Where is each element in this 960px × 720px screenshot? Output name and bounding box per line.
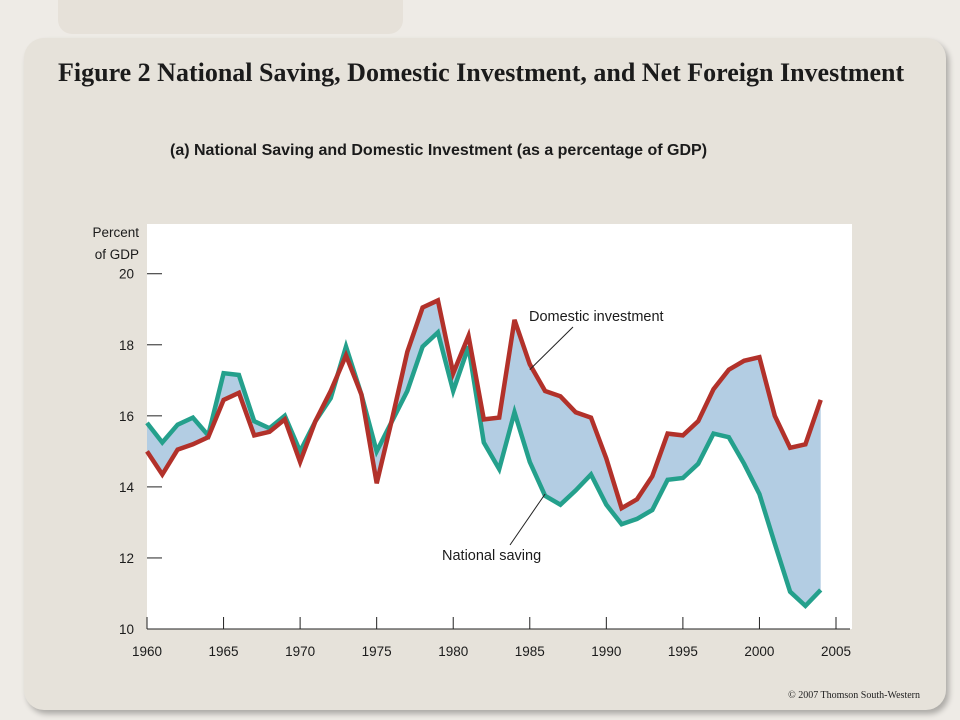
chart-subtitle: (a) National Saving and Domestic Investm… bbox=[170, 142, 708, 159]
y-tick-label: 16 bbox=[119, 409, 134, 424]
x-tick-label: 1970 bbox=[285, 644, 315, 659]
national-saving-leader-line bbox=[509, 493, 546, 546]
x-tick-label: 2000 bbox=[744, 644, 774, 659]
y-tick-label: 10 bbox=[119, 622, 134, 637]
x-tick-label: 1965 bbox=[209, 644, 239, 659]
y-tick-label: 20 bbox=[119, 267, 134, 282]
y-tick-label: 14 bbox=[119, 480, 135, 495]
domestic-investment-leader-line bbox=[529, 326, 574, 371]
axes-layer: 10 12 14 16 18 20 1960 1965 1970 1975 1980 1985 1990… bbox=[119, 267, 851, 659]
national-saving-line bbox=[145, 328, 823, 610]
series-layer bbox=[145, 297, 823, 610]
x-tick-label: 1995 bbox=[668, 644, 698, 659]
y-axis-label-line1: Percent bbox=[92, 225, 139, 240]
x-tick-label: 1960 bbox=[132, 644, 162, 659]
x-tick-label: 1990 bbox=[591, 644, 621, 659]
national-saving-label: National saving bbox=[442, 548, 541, 564]
x-tick-label: 1975 bbox=[362, 644, 392, 659]
fill-between-area bbox=[147, 300, 821, 606]
domestic-investment-line bbox=[145, 297, 823, 512]
x-tick-label: 2005 bbox=[821, 644, 851, 659]
slide-tab-decoration bbox=[58, 0, 403, 34]
y-axis-label-line2: of GDP bbox=[95, 247, 139, 262]
x-tick-label: 1985 bbox=[515, 644, 545, 659]
y-tick-label: 12 bbox=[119, 551, 134, 566]
annotation-layer: Domestic investment National saving bbox=[442, 309, 664, 564]
y-tick-label: 18 bbox=[119, 338, 134, 353]
fill-between-layer bbox=[147, 300, 821, 606]
figure-title: Figure 2 National Saving, Domestic Inves… bbox=[58, 58, 905, 87]
copyright-notice: © 2007 Thomson South-Western bbox=[788, 690, 920, 701]
x-tick-label: 1980 bbox=[438, 644, 468, 659]
domestic-investment-label: Domestic investment bbox=[529, 309, 664, 325]
